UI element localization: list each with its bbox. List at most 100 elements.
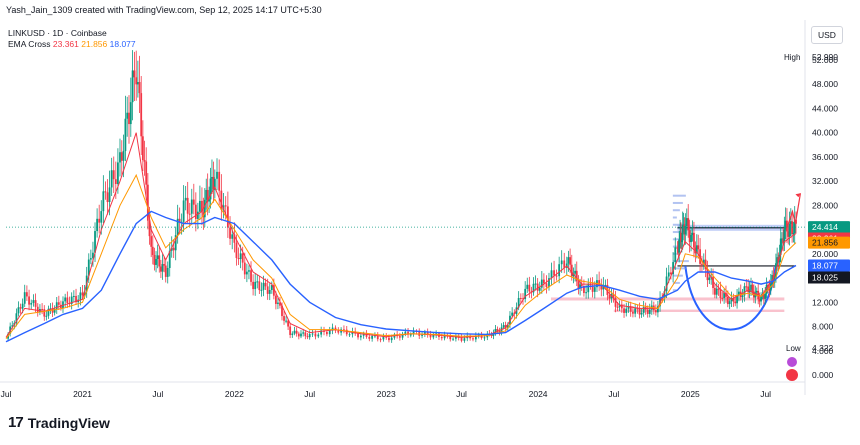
candle-body	[36, 306, 39, 313]
candle-body	[694, 247, 697, 254]
candle-body	[758, 299, 761, 302]
candle-body	[654, 310, 657, 313]
ema-mid-badge-bg	[808, 236, 850, 249]
candle-body	[199, 200, 201, 212]
candle-body	[494, 328, 497, 333]
candle-body	[293, 330, 296, 334]
ema-slow-badge-bg	[808, 259, 850, 272]
candle-body	[616, 306, 619, 308]
candle-body	[304, 332, 307, 337]
candle-body	[220, 190, 223, 210]
y-tick-label: 0.000	[812, 370, 834, 380]
candle-body	[279, 302, 281, 306]
candle-body	[357, 333, 359, 338]
candle-body	[62, 301, 64, 308]
candle-body	[407, 331, 409, 335]
candle-body	[688, 230, 691, 243]
y-tick-label: 48.000	[812, 79, 838, 89]
candle-body	[262, 282, 265, 290]
candle-body	[21, 303, 24, 309]
candle-body	[166, 267, 169, 277]
candle-body	[233, 234, 236, 243]
candle-body	[254, 281, 257, 290]
candle-body	[83, 291, 86, 296]
candle-body	[178, 218, 181, 223]
candle-body	[270, 285, 273, 291]
candle-body	[726, 296, 729, 305]
volume-profile-bar	[672, 201, 683, 204]
candle-body	[72, 295, 75, 297]
candle-body	[548, 278, 550, 288]
symbol-title[interactable]: LINKUSD · 1D · Coinbase	[8, 28, 107, 38]
candle-body	[343, 329, 345, 331]
candle-body	[156, 255, 159, 259]
candle-body	[258, 281, 261, 291]
candle-body	[522, 298, 524, 300]
x-tick-label: 2022	[225, 389, 244, 399]
y-tick-label: 52.000	[812, 55, 838, 65]
candle-body	[66, 297, 69, 303]
candle-body	[376, 335, 379, 340]
candle-body	[112, 170, 115, 180]
candle-body	[87, 259, 90, 276]
candle-body	[440, 336, 443, 339]
candle-body	[274, 295, 277, 304]
flag-icon[interactable]	[786, 369, 798, 381]
candle-body	[131, 70, 134, 103]
candle-body	[174, 235, 177, 251]
high-label: High	[784, 53, 800, 62]
candle-body	[587, 283, 590, 293]
candle-body	[289, 326, 292, 335]
ema-slow-value: 18.077	[109, 39, 136, 49]
candle-body	[702, 259, 705, 265]
candle-body	[145, 161, 148, 185]
ema-line-1[interactable]	[5, 132, 797, 338]
candle-body	[608, 294, 611, 299]
currency-button[interactable]: USD	[811, 26, 843, 44]
candle-body	[580, 284, 583, 287]
candle-body	[449, 335, 452, 340]
candle-body	[379, 339, 382, 341]
candle-body	[206, 189, 209, 202]
x-tick-label: Jul	[304, 389, 315, 399]
candle-body	[634, 308, 637, 314]
volume-profile-bar	[672, 209, 680, 212]
candle-body	[325, 331, 328, 335]
candle-body	[570, 264, 573, 277]
candle-body	[188, 213, 191, 215]
ema-cross-legend[interactable]: EMA Cross 23.361 21.856 18.077	[8, 39, 136, 50]
candle-body	[155, 258, 157, 265]
candle-body	[100, 211, 103, 223]
candle-body	[75, 295, 77, 303]
candle-body	[268, 290, 271, 294]
y-tick-label: 12.000	[812, 297, 838, 307]
candle-body	[53, 308, 56, 313]
lightning-icon[interactable]	[787, 357, 797, 367]
ema-line-2[interactable]	[5, 173, 797, 340]
candle-body	[17, 307, 20, 314]
candle-body	[224, 205, 227, 207]
candle-body	[70, 296, 73, 304]
candle-body	[359, 335, 362, 338]
tradingview-logo: 17 TradingView	[8, 414, 110, 431]
y-tick-label: 8.000	[812, 322, 834, 332]
candle-body	[252, 281, 255, 290]
candle-body	[287, 320, 289, 327]
candle-body	[585, 292, 588, 294]
candle-body	[140, 93, 143, 137]
candle-body	[706, 268, 709, 281]
candle-body	[11, 325, 14, 327]
ema-line-3[interactable]	[5, 210, 797, 343]
candle-body	[553, 270, 555, 276]
candle-body	[398, 336, 401, 338]
candle-body	[212, 176, 215, 190]
candle-body	[186, 197, 189, 214]
x-tick-label: 2023	[377, 389, 396, 399]
candle-body	[642, 307, 645, 313]
candle-body	[337, 330, 340, 333]
candle-body	[241, 253, 244, 263]
candle-body	[201, 200, 203, 213]
x-tick-label: Jul	[608, 389, 619, 399]
candle-body	[738, 291, 740, 296]
